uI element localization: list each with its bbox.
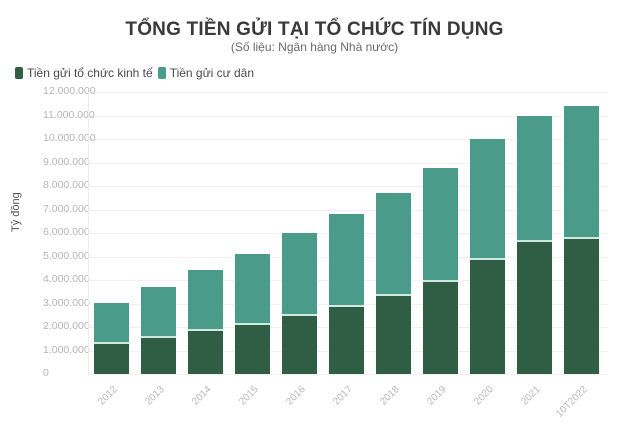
bar-segment-resident-deposits[interactable] bbox=[282, 233, 317, 316]
bar-segment-business-deposits[interactable] bbox=[235, 324, 270, 374]
y-tick-label: 7.000.000 bbox=[43, 203, 90, 215]
legend-label: Tiền gửi tổ chức kinh tế bbox=[27, 66, 153, 80]
y-tick-label: 1.000.000 bbox=[43, 344, 90, 356]
gridline bbox=[88, 210, 608, 211]
legend-swatch-icon bbox=[157, 67, 166, 79]
bar-segment-resident-deposits[interactable] bbox=[564, 106, 599, 240]
x-tick-label: 2015 bbox=[236, 384, 261, 408]
x-tick-label: 2017 bbox=[330, 384, 355, 408]
y-tick-label: 4.000.000 bbox=[43, 273, 90, 285]
bar-2018[interactable] bbox=[376, 193, 411, 374]
x-tick-label: 2018 bbox=[377, 384, 402, 408]
bar-2014[interactable] bbox=[188, 269, 223, 374]
legend-item-resident-deposits[interactable]: Tiền gửi cư dân bbox=[157, 66, 255, 80]
x-tick-label: 2013 bbox=[142, 384, 167, 408]
bar-2019[interactable] bbox=[423, 167, 458, 374]
gridline bbox=[88, 139, 608, 140]
chart-subtitle: (Số liệu: Ngân hàng Nhà nước) bbox=[230, 40, 399, 54]
x-tick-label: 2021 bbox=[518, 384, 543, 408]
gridline bbox=[88, 116, 608, 117]
bar-segment-business-deposits[interactable] bbox=[376, 295, 411, 374]
bar-segment-business-deposits[interactable] bbox=[141, 338, 176, 374]
bar-2016[interactable] bbox=[282, 233, 317, 374]
bar-2015[interactable] bbox=[235, 253, 270, 374]
y-tick-label: 2.000.000 bbox=[43, 320, 90, 332]
bar-segment-business-deposits[interactable] bbox=[282, 315, 317, 374]
bar-segment-business-deposits[interactable] bbox=[564, 239, 599, 374]
bar-segment-resident-deposits[interactable] bbox=[141, 287, 176, 339]
bar-segment-resident-deposits[interactable] bbox=[470, 139, 505, 261]
bar-segment-business-deposits[interactable] bbox=[94, 343, 129, 374]
bar-segment-business-deposits[interactable] bbox=[423, 282, 458, 374]
bar-2020[interactable] bbox=[470, 139, 505, 374]
gridline bbox=[88, 186, 608, 187]
y-tick-label: 0 bbox=[43, 367, 49, 379]
chart-title: TỔNG TIỀN GỬI TẠI TỔ CHỨC TÍN DỤNG bbox=[125, 19, 504, 40]
y-tick-label: 12.000.000 bbox=[43, 85, 96, 97]
gridline bbox=[88, 92, 608, 93]
y-tick-label: 3.000.000 bbox=[43, 297, 90, 309]
legend-swatch-icon bbox=[15, 67, 23, 79]
bar-2013[interactable] bbox=[141, 287, 176, 374]
bar-segment-business-deposits[interactable] bbox=[188, 330, 223, 374]
bar-segment-resident-deposits[interactable] bbox=[423, 167, 458, 283]
gridline bbox=[88, 374, 608, 375]
y-axis-line bbox=[88, 92, 89, 375]
bar-2012[interactable] bbox=[94, 303, 129, 374]
y-tick-label: 6.000.000 bbox=[43, 226, 90, 238]
bar-segment-business-deposits[interactable] bbox=[470, 260, 505, 374]
y-tick-label: 5.000.000 bbox=[43, 250, 90, 262]
x-tick-label: 10T2022 bbox=[553, 384, 590, 420]
bar-2021[interactable] bbox=[517, 115, 552, 374]
legend-label: Tiền gửi cư dân bbox=[169, 66, 255, 80]
bar-10T2022[interactable] bbox=[564, 106, 599, 374]
x-tick-label: 2020 bbox=[471, 384, 496, 408]
gridline bbox=[88, 163, 608, 164]
bar-segment-resident-deposits[interactable] bbox=[94, 303, 129, 344]
x-tick-label: 2016 bbox=[283, 384, 308, 408]
bar-segment-resident-deposits[interactable] bbox=[376, 193, 411, 296]
x-tick-label: 2019 bbox=[424, 384, 449, 408]
legend: Tiền gửi tổ chức kinh tế Tiền gửi cư dân bbox=[15, 66, 259, 80]
bar-segment-resident-deposits[interactable] bbox=[235, 253, 270, 325]
bar-segment-resident-deposits[interactable] bbox=[188, 269, 223, 331]
y-tick-label: 9.000.000 bbox=[43, 156, 90, 168]
bar-segment-resident-deposits[interactable] bbox=[329, 213, 364, 307]
y-tick-label: 8.000.000 bbox=[43, 179, 90, 191]
x-tick-label: 2012 bbox=[95, 384, 120, 408]
legend-item-business-deposits[interactable]: Tiền gửi tổ chức kinh tế bbox=[15, 66, 153, 80]
y-tick-label: 10.000.000 bbox=[43, 132, 96, 144]
bar-segment-business-deposits[interactable] bbox=[517, 241, 552, 374]
bar-segment-business-deposits[interactable] bbox=[329, 307, 364, 374]
bar-segment-resident-deposits[interactable] bbox=[517, 115, 552, 242]
y-tick-label: 11.000.000 bbox=[43, 109, 95, 121]
bar-2017[interactable] bbox=[329, 213, 364, 374]
x-tick-label: 2014 bbox=[189, 384, 214, 408]
